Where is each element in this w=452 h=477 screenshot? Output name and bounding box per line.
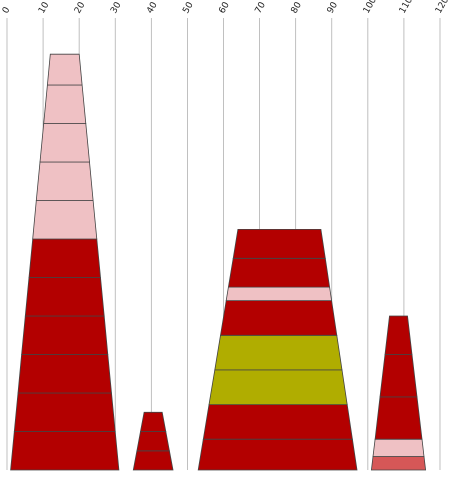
stacked-columns (10, 53, 427, 471)
x-tick-label: 0 (1, 5, 13, 15)
column-4-segment-4 (379, 354, 418, 398)
column-1-segment-2 (13, 392, 116, 432)
column-2-segment-1 (132, 450, 174, 471)
column-2-segment-3 (140, 411, 167, 432)
column-4 (370, 315, 427, 471)
column-3-segment-8 (232, 228, 326, 259)
column-4-segment-2 (372, 438, 425, 457)
column-1-segment-7 (32, 200, 98, 240)
x-tick-label: 110 (398, 0, 415, 16)
x-tick-label: 60 (217, 0, 232, 15)
column-2 (132, 411, 174, 471)
x-tick-label: 100 (362, 0, 379, 16)
column-1-segment-4 (21, 315, 109, 355)
column-1-segment-10 (43, 84, 87, 124)
column-3-segment-4 (214, 334, 343, 371)
x-tick-label: 70 (254, 0, 269, 15)
column-4-segment-1 (370, 456, 427, 471)
column-1-segment-5 (24, 277, 105, 317)
x-tick-label: 20 (73, 0, 88, 15)
x-tick-label: 50 (181, 0, 196, 15)
column-3-segment-5 (220, 300, 338, 336)
x-tick-label: 80 (290, 0, 305, 15)
column-3-segment-6 (225, 286, 333, 302)
column-4-segment-3 (374, 396, 423, 440)
column-1-segment-1 (10, 431, 120, 471)
column-1-segment-9 (39, 123, 90, 163)
column-3-segment-2 (202, 404, 353, 440)
column-1-segment-3 (17, 354, 112, 394)
column-3-segment-3 (208, 369, 348, 406)
column-3 (197, 228, 358, 471)
column-4-segment-5 (384, 315, 413, 355)
column-1-segment-6 (28, 238, 101, 278)
column-1-segment-11 (46, 53, 83, 86)
column-3-segment-7 (227, 257, 331, 288)
column-3-segment-1 (197, 438, 358, 471)
x-tick-label: 30 (109, 0, 124, 15)
x-tick-label: 40 (145, 0, 160, 15)
column-2-segment-2 (136, 431, 170, 452)
x-tick-label: 90 (326, 0, 341, 15)
x-tick-label: 10 (37, 0, 52, 15)
column-1 (10, 53, 120, 471)
x-tick-label: 120 (434, 0, 451, 16)
x-tick-labels: 0 10 20 30 40 50 60 70 80 90 100 110 120 (1, 0, 451, 16)
column-1-segment-8 (35, 161, 94, 201)
